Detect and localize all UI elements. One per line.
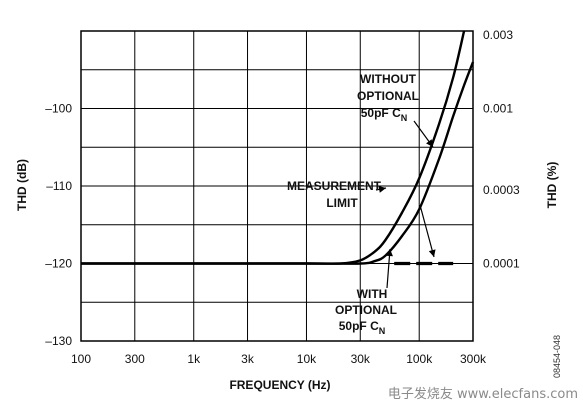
x-axis-title: FREQUENCY (Hz)	[229, 378, 330, 392]
figure-code: 08454-048	[552, 335, 562, 378]
annotation-with-line2: OPTIONAL	[335, 303, 397, 317]
annotation-with-line3: 50pF CN	[339, 319, 386, 336]
y-tick-label-right: 0.0001	[483, 257, 520, 271]
annotation-without-line2: OPTIONAL	[357, 89, 419, 103]
y-tick-label-left: –130	[45, 334, 72, 348]
y-tick-labels-left: –130 –120 –110 –100	[45, 102, 72, 349]
y-axis-title-right: THD (%)	[545, 162, 559, 209]
plot-frame	[80, 30, 474, 342]
x-tick-label: 30k	[351, 352, 371, 366]
y-tick-label-left: –100	[45, 102, 72, 116]
x-tick-label: 300	[125, 352, 145, 366]
x-tick-labels: 100 300 1k 3k 10k 30k 100k 300k	[71, 352, 487, 366]
annotation-with: WITH OPTIONAL 50pF CN	[335, 287, 397, 336]
x-tick-label: 10k	[297, 352, 317, 366]
annotation-limit-line1: MEASUREMENT	[287, 179, 382, 193]
y-tick-labels-right: 0.003 0.001 0.0003 0.0001	[483, 28, 520, 271]
annotation-arrows	[375, 120, 436, 289]
y-tick-label-right: 0.003	[483, 28, 513, 42]
annotation-without-cap: 50pF C	[361, 106, 401, 120]
x-tick-label: 3k	[241, 352, 255, 366]
y-axis-title-left: THD (dB)	[15, 159, 29, 211]
annotation-measurement-limit: MEASUREMENT LIMIT	[287, 179, 382, 210]
grid-lines	[80, 31, 474, 342]
y-tick-label-right: 0.001	[483, 102, 513, 116]
annotation-without: WITHOUT OPTIONAL 50pF CN	[357, 72, 419, 123]
arrow-limit-a-head	[378, 185, 386, 193]
annotation-with-line1: WITH	[357, 287, 388, 301]
annotation-without-line3: 50pF CN	[361, 106, 408, 123]
annotation-with-cap: 50pF C	[339, 319, 379, 333]
arrow-limit-b-shaft	[419, 204, 435, 258]
arrow-with-head	[385, 249, 393, 257]
x-tick-label: 300k	[460, 352, 487, 366]
y-tick-label-left: –110	[46, 179, 72, 193]
annotation-without-line1: WITHOUT	[360, 72, 417, 86]
arrow-limit-b-head	[428, 249, 436, 257]
x-tick-label: 1k	[187, 352, 201, 366]
annotation-with-sub: N	[379, 326, 386, 336]
x-tick-label: 100	[71, 352, 91, 366]
annotation-without-sub: N	[401, 113, 408, 123]
y-tick-label-right: 0.0003	[483, 183, 520, 197]
y-tick-label-left: –120	[45, 257, 72, 271]
watermark-text: 电子发烧友 www.elecfans.com	[388, 386, 578, 402]
annotation-limit-line2: LIMIT	[326, 196, 358, 210]
arrow-without-head	[426, 139, 433, 147]
x-tick-label: 100k	[406, 352, 433, 366]
